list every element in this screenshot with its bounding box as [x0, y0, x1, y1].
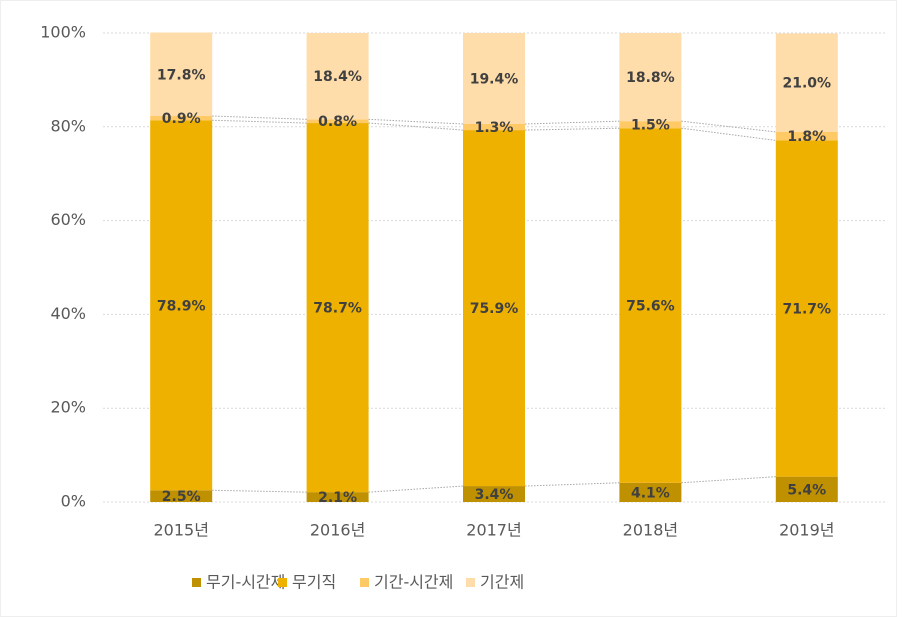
y-tick-label: 20%	[50, 398, 86, 417]
series-line	[524, 127, 620, 131]
bar-segment	[306, 119, 369, 124]
bar-segment	[619, 482, 682, 502]
bar-segment	[463, 33, 525, 124]
value-label: 17.8%	[157, 67, 206, 83]
bar-segment	[150, 32, 213, 117]
series-line	[368, 485, 464, 493]
x-tick-label: 2018년	[623, 521, 678, 540]
series-line	[681, 127, 776, 141]
y-tick-label: 60%	[50, 210, 86, 229]
bar-segment	[619, 33, 682, 122]
bar-segment	[619, 128, 682, 483]
x-tick-label: 2017년	[466, 521, 521, 540]
value-label: 0.8%	[318, 114, 357, 130]
value-label: 2.1%	[318, 490, 357, 506]
value-label: 75.9%	[470, 301, 519, 317]
x-tick-label: 2016년	[310, 521, 365, 540]
x-tick-label: 2019년	[779, 521, 834, 540]
value-label: 3.4%	[475, 487, 514, 503]
value-label: 21.0%	[783, 76, 832, 92]
bar-segment	[150, 490, 213, 502]
legend-label: 무기-시간제	[206, 573, 285, 592]
legend-swatch	[360, 578, 369, 587]
bar-segment	[775, 140, 838, 477]
legend-swatch	[466, 578, 475, 587]
value-label: 1.3%	[475, 120, 514, 136]
x-tick-label: 2015년	[153, 521, 208, 540]
bar-segment	[150, 120, 213, 491]
legend-swatch	[192, 578, 201, 587]
bar-segment	[775, 131, 838, 141]
series-line	[368, 122, 464, 131]
bar-segment	[306, 123, 369, 493]
value-label: 1.5%	[631, 118, 670, 134]
y-tick-label: 40%	[50, 304, 86, 323]
series-line	[681, 120, 776, 133]
series-line	[212, 489, 307, 493]
value-label: 5.4%	[787, 482, 826, 498]
y-tick-label: 0%	[61, 492, 86, 511]
value-label: 18.4%	[313, 69, 362, 85]
value-label: 75.6%	[626, 298, 675, 314]
legend-swatch	[278, 578, 287, 587]
series-line	[524, 120, 620, 125]
value-label: 19.4%	[470, 71, 519, 87]
value-label: 18.8%	[626, 70, 675, 86]
value-label: 4.1%	[631, 485, 670, 501]
bar-segment	[775, 476, 838, 502]
bar-segment	[619, 121, 682, 129]
value-label: 71.7%	[783, 302, 832, 318]
y-tick-label: 100%	[40, 23, 86, 42]
series-line	[524, 482, 620, 487]
value-label: 1.8%	[787, 129, 826, 145]
value-label: 2.5%	[162, 489, 201, 505]
y-tick-label: 80%	[50, 116, 86, 135]
value-label: 78.7%	[313, 301, 362, 317]
bar-segment	[463, 130, 525, 487]
value-label: 0.9%	[162, 111, 201, 127]
series-line	[212, 119, 307, 124]
bar-segment	[775, 33, 838, 132]
legend-label: 기간-시간제	[374, 573, 453, 592]
bar-segment	[463, 123, 525, 131]
series-line	[368, 118, 464, 125]
bar-segment	[306, 33, 369, 120]
series-line	[681, 476, 776, 484]
value-label: 78.9%	[157, 298, 206, 314]
bar-segment	[150, 116, 213, 121]
bar-segment	[306, 492, 369, 502]
legend-label: 기간제	[480, 573, 524, 592]
bar-segment	[463, 486, 525, 502]
series-line	[212, 115, 307, 120]
legend-label: 무기직	[292, 573, 336, 592]
